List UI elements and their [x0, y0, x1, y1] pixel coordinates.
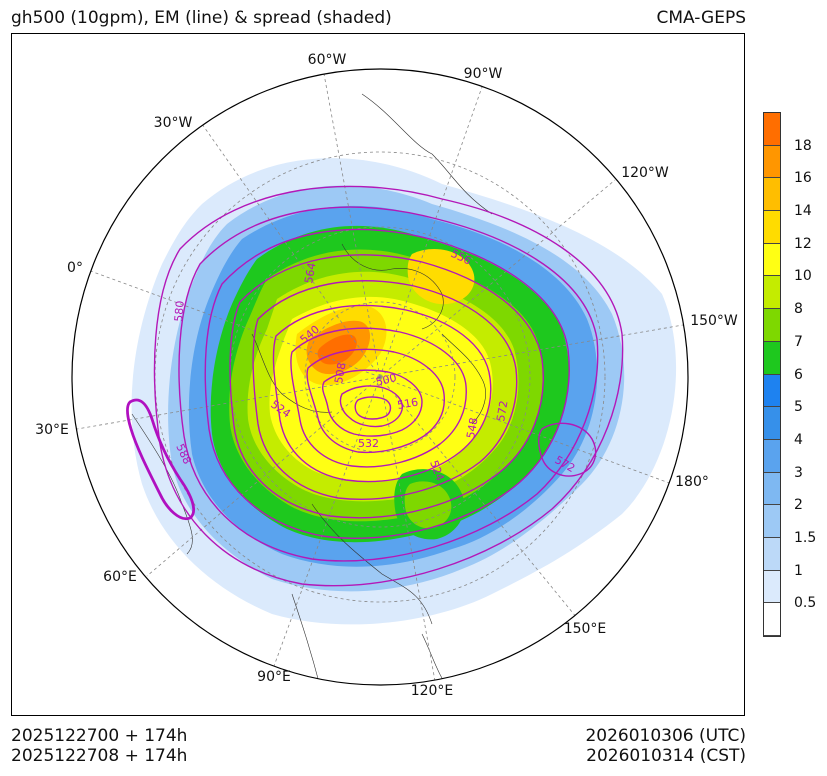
colorbar-cell	[764, 276, 780, 310]
colorbar-label: 18	[794, 137, 812, 154]
contour-588	[126, 398, 195, 521]
lon-label-120e: 120°E	[410, 683, 454, 699]
contour-label: 564	[302, 262, 318, 285]
colorbar-label: 12	[794, 235, 812, 252]
colorbar-label: 4	[794, 431, 803, 448]
contour-label: 516	[396, 396, 419, 412]
contour-label: 500	[374, 371, 398, 389]
colorbar-label: 5	[794, 399, 803, 416]
lon-label-30e: 30°E	[35, 422, 69, 438]
contour-label: 572	[494, 400, 510, 423]
colorbar-cell	[764, 603, 780, 636]
chart-title: gh500 (10gpm), EM (line) & spread (shade…	[11, 8, 392, 28]
contour-label: 508	[332, 362, 348, 385]
colorbar-cell	[764, 211, 780, 244]
contour-516	[321, 369, 423, 437]
colorbar-cell	[764, 145, 780, 179]
colorbar-label: 7	[794, 333, 803, 350]
contour-540	[272, 304, 492, 483]
spread-band-12	[404, 481, 452, 529]
lon-label-90e: 90°E	[257, 669, 291, 685]
colorbar-cell	[764, 439, 780, 473]
contour-548	[252, 280, 518, 500]
colorbar	[763, 112, 781, 637]
init-time-cst: 2025122708 + 174h	[11, 746, 188, 766]
colorbar-label: 14	[794, 203, 812, 220]
lon-label-120w: 120°W	[621, 165, 669, 181]
graticule	[76, 73, 688, 682]
lon-label-150e: 150°E	[563, 621, 607, 637]
contour-524	[306, 348, 445, 454]
lon-label-30w: 30°W	[153, 115, 193, 131]
colorbar-cell	[764, 341, 780, 375]
colorbar-cell	[764, 374, 780, 408]
colorbar-label: 1	[794, 562, 803, 579]
init-time-utc: 2025122700 + 174h	[11, 726, 188, 746]
contour-580	[153, 185, 624, 587]
colorbar-label: 2	[794, 497, 803, 514]
contour-label: 548	[464, 417, 480, 440]
contour-label: 532	[358, 437, 379, 450]
model-name: CMA-GEPS	[656, 8, 746, 28]
colorbar-cell	[764, 178, 780, 212]
globe-border	[71, 68, 689, 686]
contour-label: 580	[172, 300, 187, 322]
valid-time-utc: 2026010306 (UTC)	[585, 726, 746, 746]
colorbar-cell	[764, 407, 780, 440]
contour-572	[178, 206, 599, 562]
coastlines	[131, 93, 493, 685]
colorbar-cell	[764, 505, 780, 538]
contour-556	[229, 254, 544, 519]
lon-label-60e: 60°E	[103, 569, 137, 585]
contour-532	[290, 327, 467, 468]
em-contours	[126, 185, 624, 587]
colorbar-cell	[764, 243, 780, 277]
lon-label-150w: 150°W	[690, 313, 738, 329]
contour-564	[204, 228, 570, 539]
colorbar-cell	[764, 309, 780, 342]
colorbar-label: 8	[794, 301, 803, 318]
valid-time-cst: 2026010314 (CST)	[586, 746, 746, 766]
colorbar-cell	[764, 570, 780, 604]
colorbar-label: 6	[794, 366, 803, 383]
colorbar-label: 16	[794, 170, 812, 187]
map-frame: 556 564 580 540 508 500 516 572 548 524 …	[11, 33, 745, 716]
contour-508	[339, 385, 403, 428]
lon-label-180: 180°	[675, 474, 709, 490]
colorbar-label: 3	[794, 464, 803, 481]
spread-band-10	[317, 334, 357, 365]
colorbar-label: 0.5	[794, 595, 817, 612]
lon-label-90w: 90°W	[463, 66, 503, 82]
contour-572-east	[537, 422, 597, 477]
lon-label-0: 0°	[67, 260, 83, 276]
lon-label-60w: 60°W	[307, 52, 347, 68]
colorbar-cell	[764, 537, 780, 571]
colorbar-cell	[764, 113, 780, 146]
colorbar-label: 10	[794, 268, 812, 285]
colorbar-label: 1.5	[794, 529, 817, 546]
contour-500	[354, 396, 392, 420]
polar-map: 556 564 580 540 508 500 516 572 548 524 …	[71, 68, 689, 686]
colorbar-cell	[764, 472, 780, 506]
